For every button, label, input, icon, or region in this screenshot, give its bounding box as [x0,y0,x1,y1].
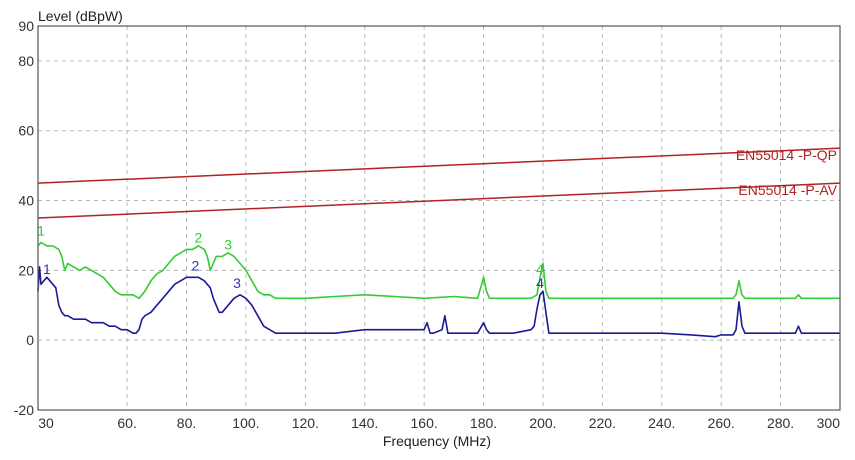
peak-markers: 1 2 3 4 1 2 3 4 [37,222,544,290]
series-line [37,266,840,338]
limit-line-label: EN55014 -P-QP [736,147,837,163]
peak-marker-label: 4 [536,261,544,277]
y-axis-label: Level (dBpW) [38,8,123,24]
grid [38,26,840,410]
y-tick-label: 80 [18,53,34,69]
y-tick-label: -20 [14,402,34,418]
limit-line [37,182,841,219]
plot-frame [37,25,841,411]
x-tick-label: 140. [351,415,378,431]
limit-line-label: EN55014 -P-AV [738,182,837,198]
peak-marker-label: 2 [192,257,200,273]
y-tick-label: 60 [18,123,34,139]
x-tick-label: 300 [817,415,841,431]
y-tick-label: 20 [18,262,34,278]
y-tick-labels: 90 80 60 40 20 0 -20 [14,18,34,418]
x-tick-label: 80. [177,415,196,431]
limit-lines: EN55014 -P-QP EN55014 -P-AV [37,147,841,219]
x-tick-label: 160. [411,415,438,431]
x-tick-label: 280. [767,415,794,431]
x-tick-label: 240. [648,415,675,431]
x-tick-label: 100. [232,415,259,431]
x-tick-label: 30 [38,415,54,431]
peak-marker-label: 4 [536,275,544,291]
peak-marker-label: 3 [233,275,241,291]
y-tick-label: 40 [18,193,34,209]
peak-marker-label: 3 [224,236,232,252]
peak-marker-label: 1 [37,222,45,238]
x-tick-labels: 30 60. 80. 100. 120. 140. 160. 180. 200. 220. 240.… [38,415,840,431]
x-tick-label: 180. [470,415,497,431]
y-tick-label: 0 [26,332,34,348]
peak-marker-label: 1 [43,261,51,277]
y-tick-label: 90 [18,18,34,34]
x-axis-label: Frequency (MHz) [383,433,491,449]
x-tick-label: 120. [292,415,319,431]
x-tick-label: 60. [117,415,136,431]
series-line [37,241,840,300]
trace-series [37,241,840,338]
x-tick-label: 200. [529,415,556,431]
x-tick-label: 260. [708,415,735,431]
peak-marker-label: 2 [195,229,203,245]
limit-line [37,147,841,184]
x-tick-label: 220. [589,415,616,431]
